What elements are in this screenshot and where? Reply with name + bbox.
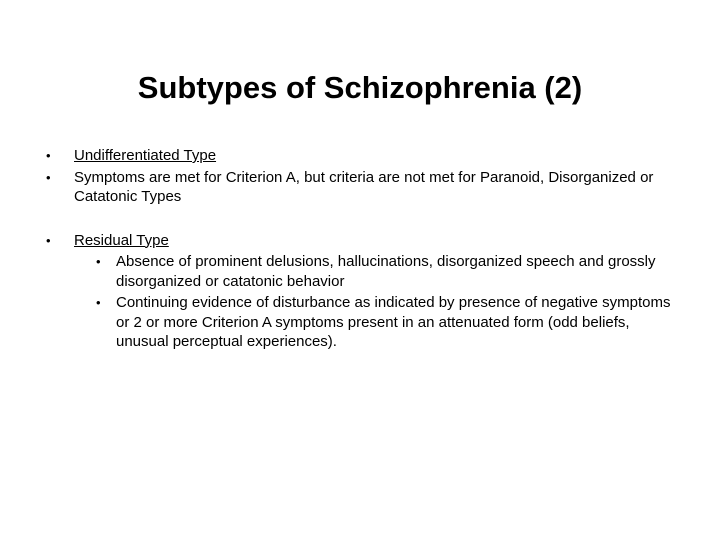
dot-icon: •	[46, 170, 51, 185]
bullet-row: • Undifferentiated Type	[40, 146, 680, 166]
dot-icon: •	[46, 148, 51, 163]
bullet-heading: Undifferentiated Type	[74, 146, 680, 166]
sub-bullet-row: • Continuing evidence of disturbance as …	[40, 293, 680, 352]
dot-icon: •	[46, 233, 51, 248]
sub-dot-icon: •	[96, 293, 116, 352]
heading-text: Residual Type	[74, 232, 169, 249]
spacer	[40, 209, 680, 231]
heading-text: Undifferentiated Type	[74, 147, 216, 164]
bullet-heading: Residual Type	[74, 231, 680, 251]
slide-body: • Undifferentiated Type • Symptoms are m…	[40, 146, 680, 352]
sub-list: • Absence of prominent delusions, halluc…	[40, 252, 680, 352]
bullet-marker: •	[40, 168, 74, 207]
slide-title: Subtypes of Schizophrenia (2)	[40, 70, 680, 106]
slide: Subtypes of Schizophrenia (2) • Undiffer…	[0, 0, 720, 540]
bullet-text: Symptoms are met for Criterion A, but cr…	[74, 168, 680, 207]
sub-bullet-text: Continuing evidence of disturbance as in…	[116, 293, 680, 352]
bullet-row: • Symptoms are met for Criterion A, but …	[40, 168, 680, 207]
bullet-row: • Residual Type	[40, 231, 680, 251]
sub-dot-icon: •	[96, 252, 116, 291]
bullet-marker: •	[40, 146, 74, 166]
sub-bullet-text: Absence of prominent delusions, hallucin…	[116, 252, 680, 291]
bullet-marker: •	[40, 231, 74, 251]
sub-bullet-row: • Absence of prominent delusions, halluc…	[40, 252, 680, 291]
